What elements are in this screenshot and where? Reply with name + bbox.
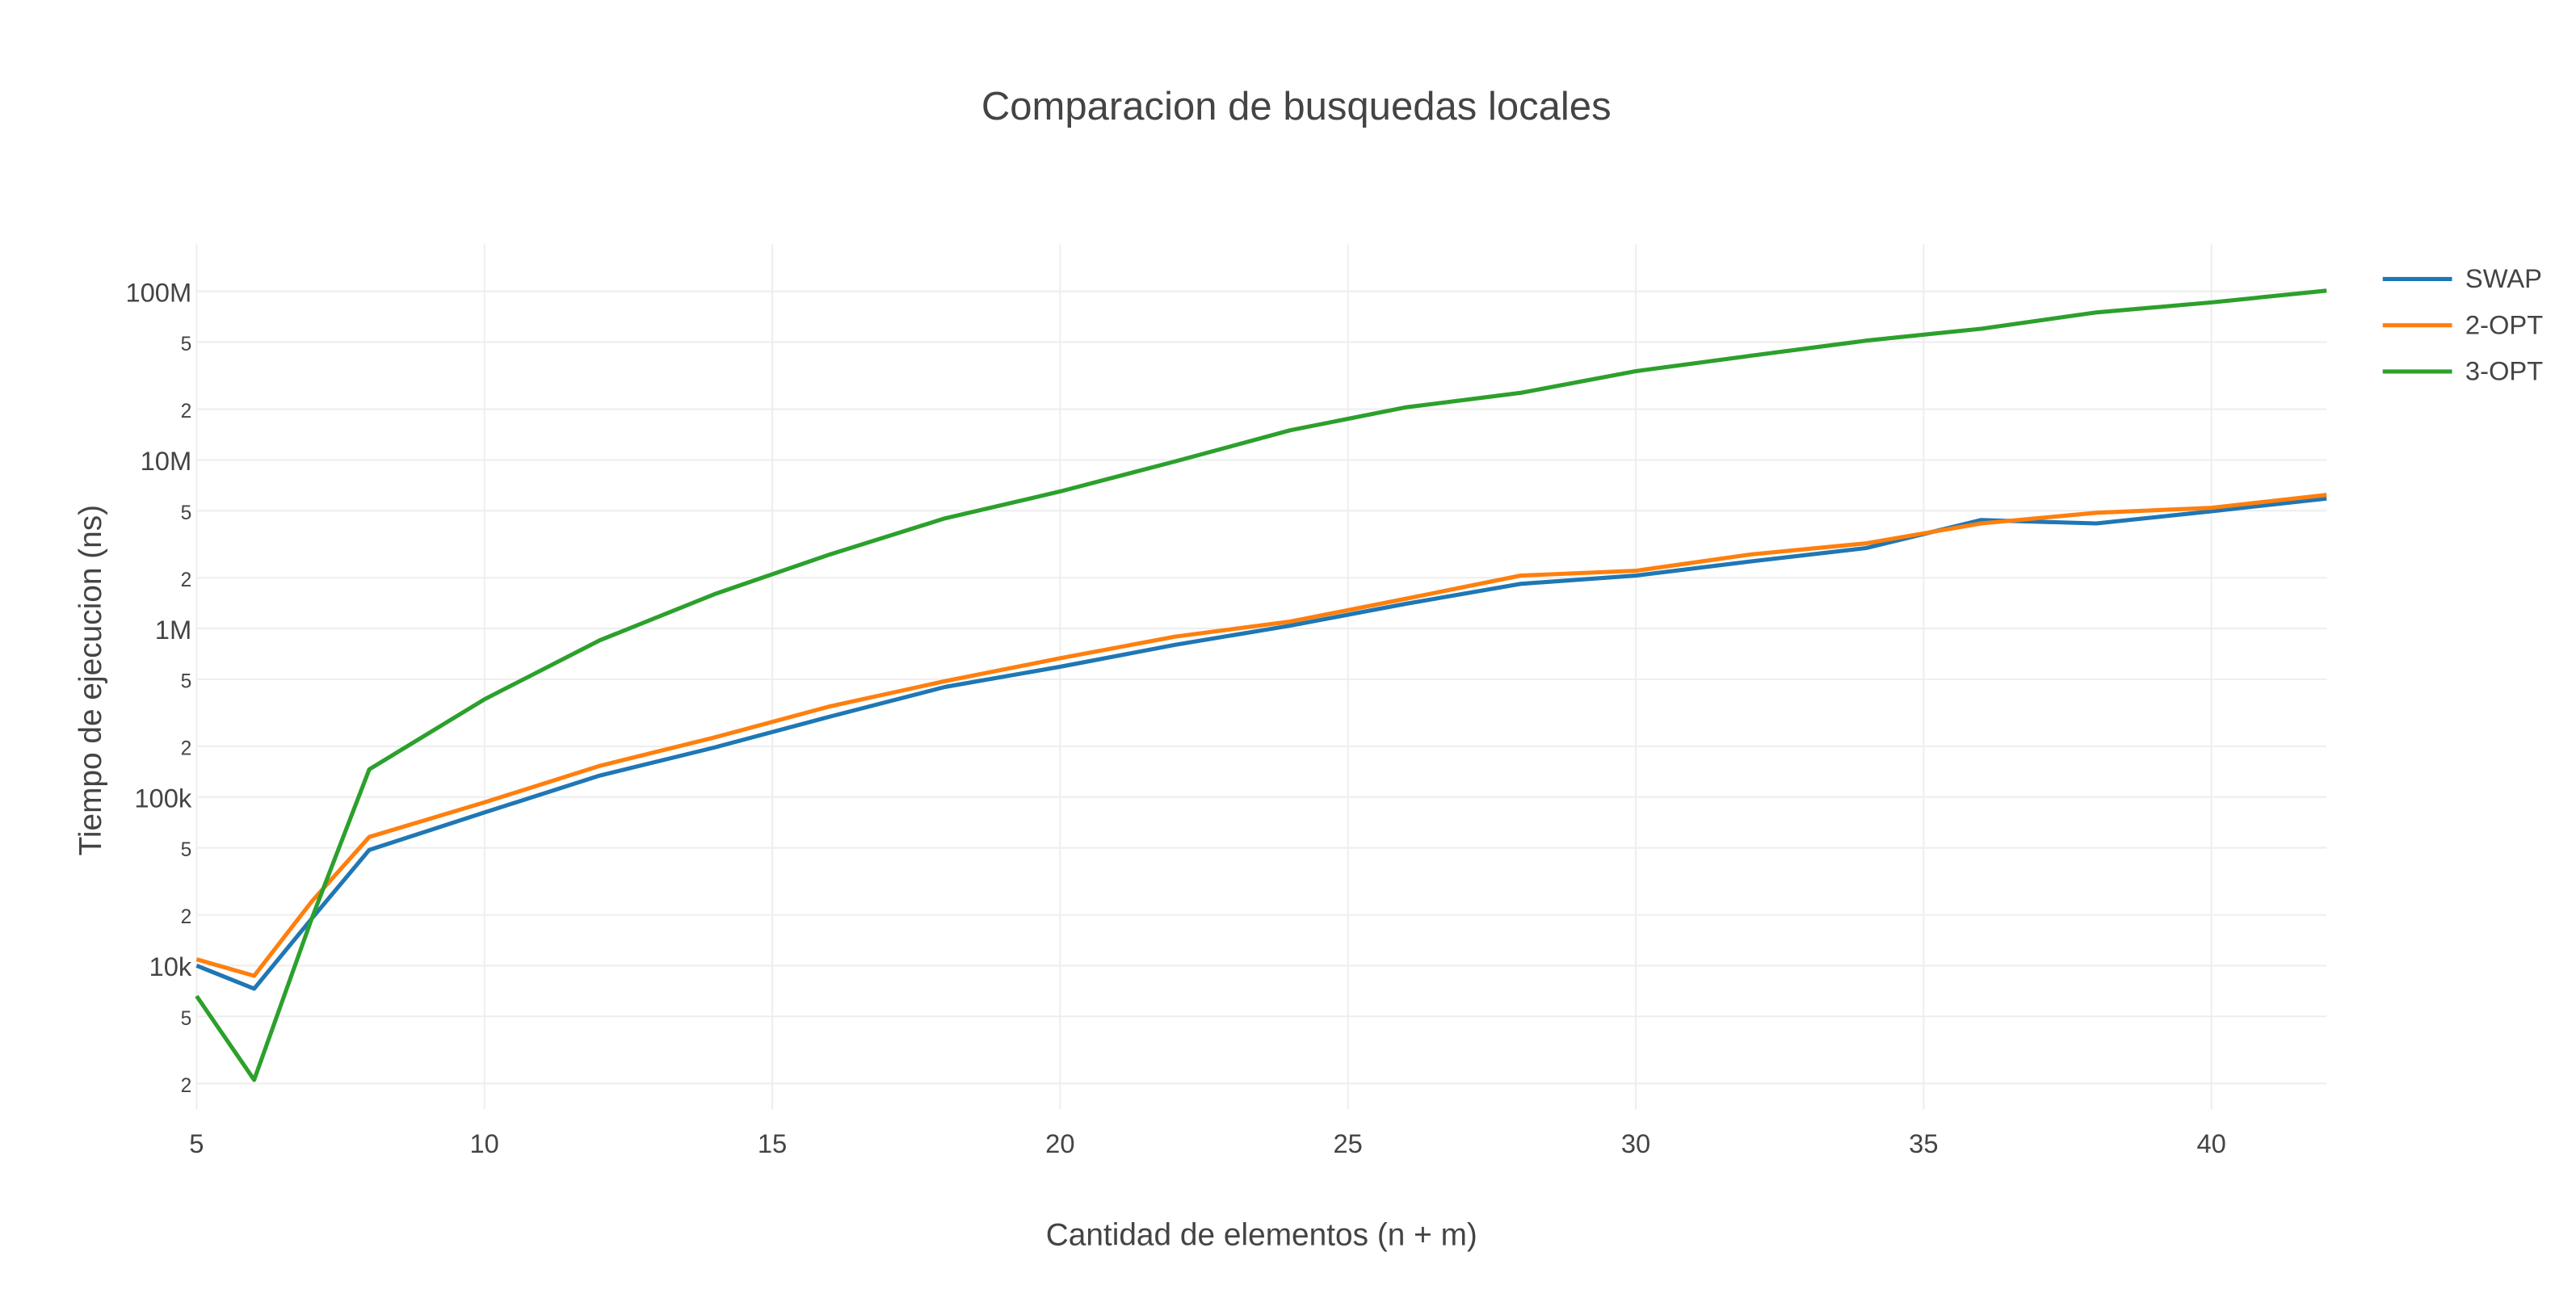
legend-label: SWAP (2465, 263, 2542, 293)
chart-title: Comparacion de busquedas locales (981, 85, 1612, 128)
y-axis-title: Tiempo de ejecucion (ns) (74, 505, 108, 856)
y-tick-label: 2 (181, 738, 192, 760)
y-tick-label: 2 (181, 1075, 192, 1097)
y-tick-label: 10k (149, 952, 192, 981)
y-tick-label: 5 (181, 502, 192, 524)
x-tick-label: 25 (1334, 1128, 1363, 1158)
y-tick-label: 5 (181, 839, 192, 861)
y-tick-label: 100k (134, 783, 192, 813)
y-tick-label: 2 (181, 906, 192, 928)
legend-label: 3-OPT (2465, 356, 2543, 386)
legend-label: 2-OPT (2465, 309, 2543, 339)
x-tick-label: 15 (758, 1128, 787, 1158)
y-tick-label: 2 (181, 569, 192, 591)
y-tick-label: 5 (181, 334, 192, 355)
y-tick-label: 100M (125, 277, 191, 307)
x-tick-label: 20 (1045, 1128, 1074, 1158)
y-tick-label: 5 (181, 670, 192, 692)
y-tick-label: 10M (141, 446, 192, 476)
series-line (195, 288, 2327, 1082)
y-tick-label: 5 (181, 1008, 192, 1030)
series-line (195, 493, 2327, 978)
y-tick-label: 2 (181, 401, 192, 422)
x-tick-label: 5 (189, 1128, 204, 1158)
x-tick-label: 10 (470, 1128, 499, 1158)
x-tick-label: 30 (1621, 1128, 1650, 1158)
x-axis-title: Cantidad de elementos (n + m) (1046, 1217, 1477, 1252)
y-tick-label: 1M (155, 615, 191, 645)
x-tick-label: 40 (2197, 1128, 2226, 1158)
x-tick-label: 35 (1909, 1128, 1938, 1158)
